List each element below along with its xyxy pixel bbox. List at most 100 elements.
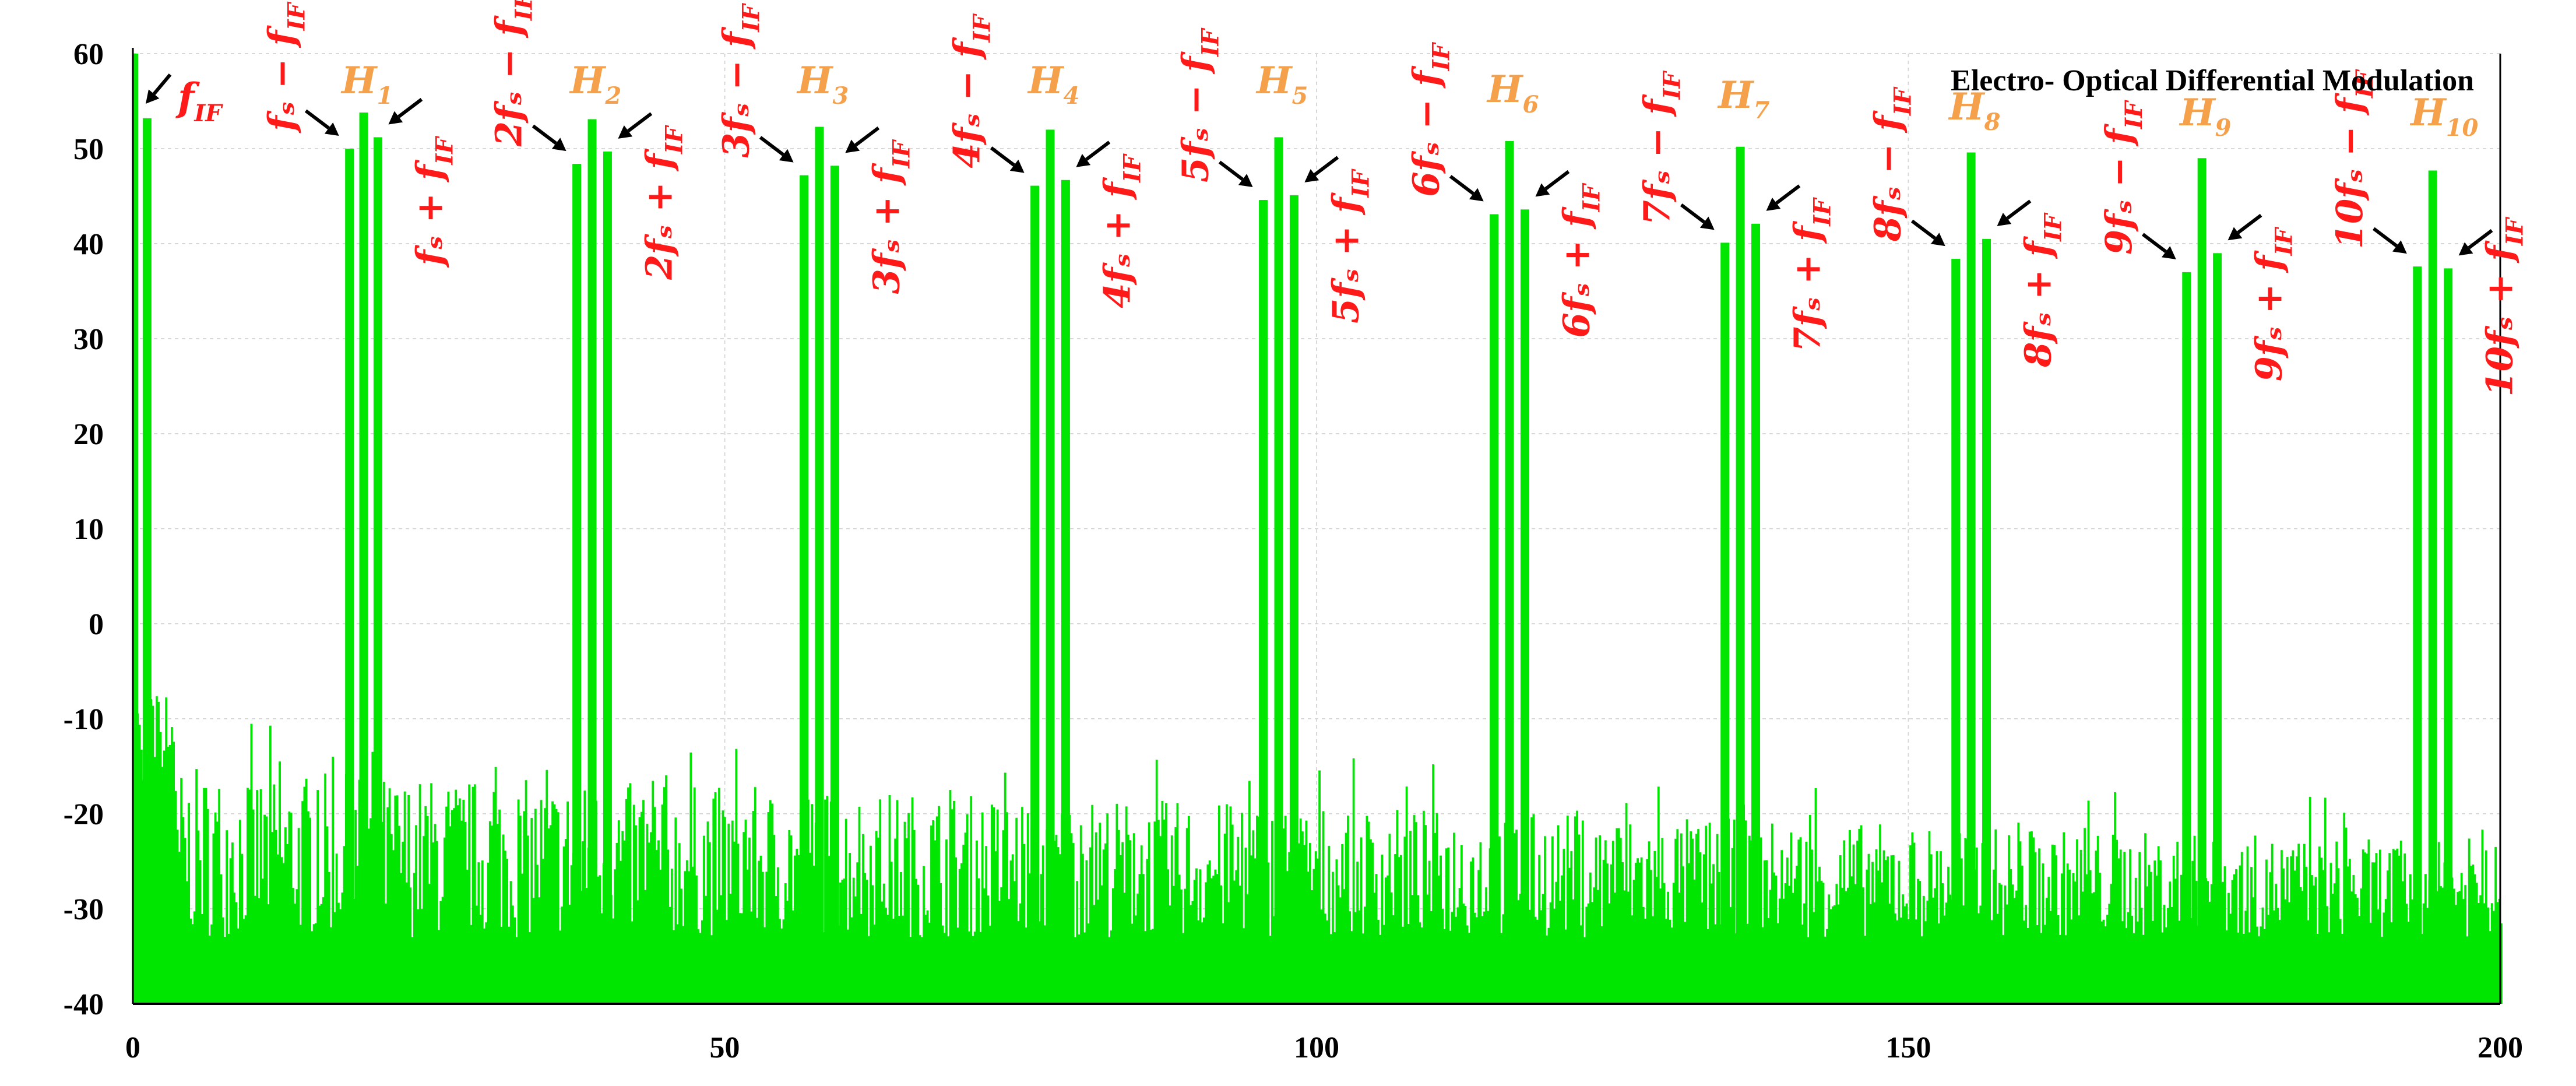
peak-bar: [1720, 242, 1730, 1004]
arrow-head: [146, 89, 160, 104]
upper-sideband-text-sub: IF: [1578, 183, 1605, 213]
lower-sideband-text-sub: IF: [969, 13, 996, 43]
peak-bar: [345, 149, 354, 1004]
arrow-head: [1766, 197, 1781, 211]
peak-bar: [800, 175, 809, 1004]
annotation-arrow: [845, 126, 880, 153]
arrow-head: [1009, 159, 1025, 173]
noise-floor: [133, 696, 2503, 1004]
upper-sideband-text: 4fₛ + fIF: [1096, 153, 1146, 308]
arrow-shaft: [2373, 227, 2398, 248]
arrow-shaft: [990, 146, 1015, 167]
label-harmonic-main: H: [1027, 59, 1065, 103]
axes: [132, 48, 2501, 1005]
peak-bar: [1951, 259, 1961, 1004]
arrow-head: [1304, 169, 1319, 182]
peak-bar: [1490, 214, 1499, 1004]
annotation-arrow: [618, 112, 653, 139]
arrow-shaft: [1910, 219, 1936, 240]
label-harmonic-main: H: [1948, 85, 1986, 129]
lower-sideband-text-main: 10fₛ − f: [2328, 93, 2371, 249]
arrow-head: [1699, 216, 1715, 230]
peak-bar: [1289, 195, 1298, 1004]
upper-sideband-text-main: 10fₛ + f: [2479, 240, 2521, 397]
label-harmonic-sub: 4: [1063, 82, 1079, 110]
annotation-arrow: [2227, 213, 2262, 241]
x-tick-label: 0: [125, 1031, 140, 1064]
annotation-arrow: [388, 98, 423, 125]
peak-bar: [2444, 268, 2453, 1004]
lower-sideband-text-main: 2fₛ − f: [488, 15, 530, 147]
label-harmonic: H4: [1027, 59, 1079, 110]
y-tick-label: 50: [73, 133, 104, 166]
lower-sideband-text-main: 9fₛ − f: [2098, 124, 2140, 255]
annotation-arrow: [1076, 140, 1111, 167]
peak-bar: [2213, 253, 2222, 1004]
label-lower-sideband: 8fₛ − fIF: [1867, 86, 1917, 242]
arrow-shaft: [1085, 140, 1111, 161]
arrow-head: [1076, 153, 1091, 167]
lower-sideband-text-main: 3fₛ − f: [715, 26, 758, 157]
upper-sideband-text-main: 8fₛ + f: [2017, 236, 2060, 367]
lower-sideband-text: 3fₛ − fIF: [715, 3, 765, 158]
peak-bar: [373, 137, 382, 1004]
annotation-arrow: [759, 136, 794, 163]
upper-sideband-text-sub: IF: [660, 125, 688, 154]
label-lower-sideband: 5fₛ − fIF: [1174, 27, 1224, 182]
y-tick-label: 60: [73, 38, 104, 71]
label-upper-sideband: 6fₛ + fIF: [1555, 183, 1605, 338]
arrow-head: [1997, 213, 2012, 226]
lower-sideband-text: 7fₛ − fIF: [1636, 71, 1686, 226]
upper-sideband-text: 2fₛ + fIF: [638, 125, 688, 280]
arrow-shaft: [627, 112, 653, 133]
x-tick-label: 50: [710, 1031, 740, 1064]
arrow-shaft: [2141, 233, 2167, 254]
label-upper-sideband: 10fₛ + fIF: [2479, 216, 2529, 396]
upper-sideband-text: 9fₛ + fIF: [2248, 227, 2298, 382]
arrow-head: [618, 125, 633, 139]
upper-sideband-text: 10fₛ + fIF: [2479, 216, 2529, 396]
label-upper-sideband: 2fₛ + fIF: [638, 125, 688, 280]
x-tick-label: 150: [1886, 1031, 1931, 1064]
arrow-head: [388, 111, 403, 125]
upper-sideband-text: 7fₛ + fIF: [1786, 197, 1836, 352]
upper-sideband-text-sub: IF: [2040, 212, 2067, 242]
arrow-shaft: [1680, 203, 1705, 224]
arrow-head: [2161, 246, 2176, 259]
arrow-shaft: [2237, 213, 2262, 234]
lower-sideband-text-sub: IF: [1659, 71, 1686, 100]
upper-sideband-text-main: fₛ + f: [408, 159, 451, 268]
label-harmonic-sub: 1: [377, 82, 393, 110]
chart-title: Electro- Optical Differential Modulation: [1951, 64, 2474, 97]
upper-sideband-text-sub: IF: [2271, 227, 2298, 256]
arrow-shaft: [1544, 170, 1570, 191]
x-tick-label: 100: [1294, 1031, 1339, 1064]
y-tick-label: -40: [64, 988, 104, 1021]
annotation-arrow: [2373, 227, 2407, 254]
tick-labels: -40 -30 -20 -10 0 10 20 30 40 50 60 0 50 100 150 200: [64, 38, 2523, 1064]
peak-bar: [1751, 223, 1761, 1004]
label-harmonic-main: H: [2179, 91, 2216, 135]
lower-sideband-text-sub: IF: [2351, 69, 2378, 99]
label-harmonic: H6: [1486, 68, 1539, 118]
peak-bar: [1061, 180, 1070, 1004]
lower-sideband-text-sub: IF: [738, 3, 765, 33]
peak-bar: [2182, 272, 2191, 1004]
annotation-arrow: [2458, 229, 2493, 256]
lower-sideband-text: 8fₛ − fIF: [1867, 86, 1917, 242]
lower-sideband-text-main: 6fₛ − f: [1405, 65, 1448, 196]
arrow-head: [1469, 188, 1484, 202]
peak-bar: [1505, 140, 1514, 1004]
lower-sideband-text-sub: IF: [1889, 86, 1917, 116]
upper-sideband-text-main: 7fₛ + f: [1786, 220, 1829, 352]
label-upper-sideband: 7fₛ + fIF: [1786, 197, 1836, 352]
peak-bar: [1046, 129, 1055, 1004]
lower-sideband-text: 6fₛ − fIF: [1405, 42, 1455, 197]
label-harmonic-sub: 2: [604, 82, 621, 110]
lower-sideband-text-main: 8fₛ − f: [1867, 110, 1909, 242]
label-lower-sideband: 4fₛ − fIF: [946, 13, 996, 168]
label-harmonic-main: H: [2409, 91, 2447, 135]
upper-sideband-text: 3fₛ + fIF: [865, 139, 915, 294]
label-upper-sideband: 5fₛ + fIF: [1324, 168, 1374, 324]
